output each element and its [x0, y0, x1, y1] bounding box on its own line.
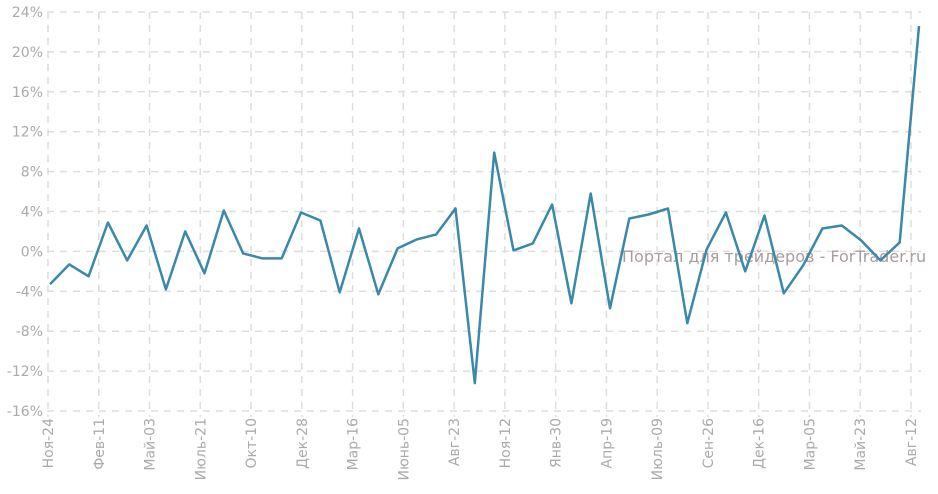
y-tick-label: -4% — [16, 284, 43, 300]
y-tick-label: 0% — [21, 244, 43, 260]
y-tick-label: 4% — [21, 205, 43, 221]
x-tick-label: Фев-11 — [92, 418, 108, 470]
y-tick-label: 24% — [12, 5, 43, 21]
x-axis: Ноя-24 Фев-11 Май-03 Июль-21 Окт-10 Дек-28 Мар… — [41, 418, 920, 481]
x-tick-label: Мар-16 — [346, 418, 362, 471]
y-tick-label: 12% — [12, 125, 43, 141]
x-tick-label: Июнь-05 — [396, 418, 412, 481]
x-tick-label: Авг-23 — [447, 418, 463, 466]
x-tick-label: Мар-05 — [802, 418, 818, 470]
x-tick-label: Май-03 — [143, 418, 159, 471]
x-tick-label: Дек-28 — [295, 418, 311, 469]
x-tick-label: Апр-19 — [599, 418, 615, 468]
x-tick-label: Ноя-24 — [41, 418, 57, 468]
x-tick-label: Май-23 — [853, 418, 869, 471]
x-tick-label: Июль-09 — [650, 418, 666, 480]
x-tick-label: Ноя-12 — [498, 418, 514, 468]
y-axis: -16% -12% -8% -4% 0% 4% 8% 12% 16% 20% 24% — [7, 5, 43, 420]
y-tick-label: -8% — [16, 324, 43, 340]
grid — [47, 11, 921, 417]
y-tick-label: 8% — [21, 165, 43, 181]
y-tick-label: 16% — [12, 85, 43, 101]
y-tick-label: 20% — [12, 45, 43, 61]
x-tick-label: Сен-26 — [701, 418, 717, 469]
x-tick-label: Дек-16 — [752, 418, 768, 469]
x-tick-label: Июль-21 — [193, 418, 209, 480]
x-tick-label: Янв-30 — [549, 418, 565, 468]
y-tick-label: -12% — [7, 364, 43, 380]
x-tick-label: Окт-10 — [244, 418, 260, 469]
x-tick-label: Авг-12 — [904, 418, 920, 466]
series-line — [49, 25, 921, 385]
y-tick-label: -16% — [7, 404, 43, 420]
